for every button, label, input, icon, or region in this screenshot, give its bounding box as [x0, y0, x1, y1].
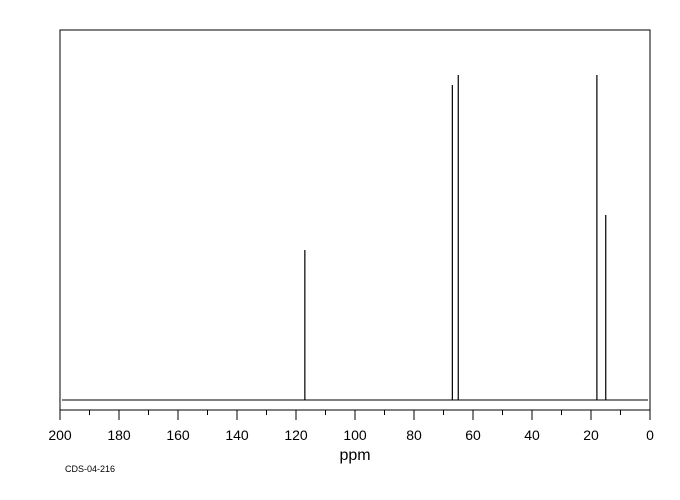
nmr-chart-container: 200180160140120100806040200ppmCDS-04-216	[0, 0, 680, 500]
svg-text:0: 0	[646, 427, 654, 443]
svg-text:ppm: ppm	[339, 447, 370, 464]
svg-text:80: 80	[406, 427, 422, 443]
svg-text:200: 200	[48, 427, 72, 443]
svg-text:60: 60	[465, 427, 481, 443]
svg-text:160: 160	[166, 427, 190, 443]
svg-text:120: 120	[284, 427, 308, 443]
svg-text:100: 100	[343, 427, 367, 443]
svg-text:CDS-04-216: CDS-04-216	[65, 464, 115, 474]
svg-text:140: 140	[225, 427, 249, 443]
svg-text:20: 20	[583, 427, 599, 443]
svg-text:40: 40	[524, 427, 540, 443]
svg-text:180: 180	[107, 427, 131, 443]
nmr-spectrum-svg: 200180160140120100806040200ppmCDS-04-216	[0, 0, 680, 500]
